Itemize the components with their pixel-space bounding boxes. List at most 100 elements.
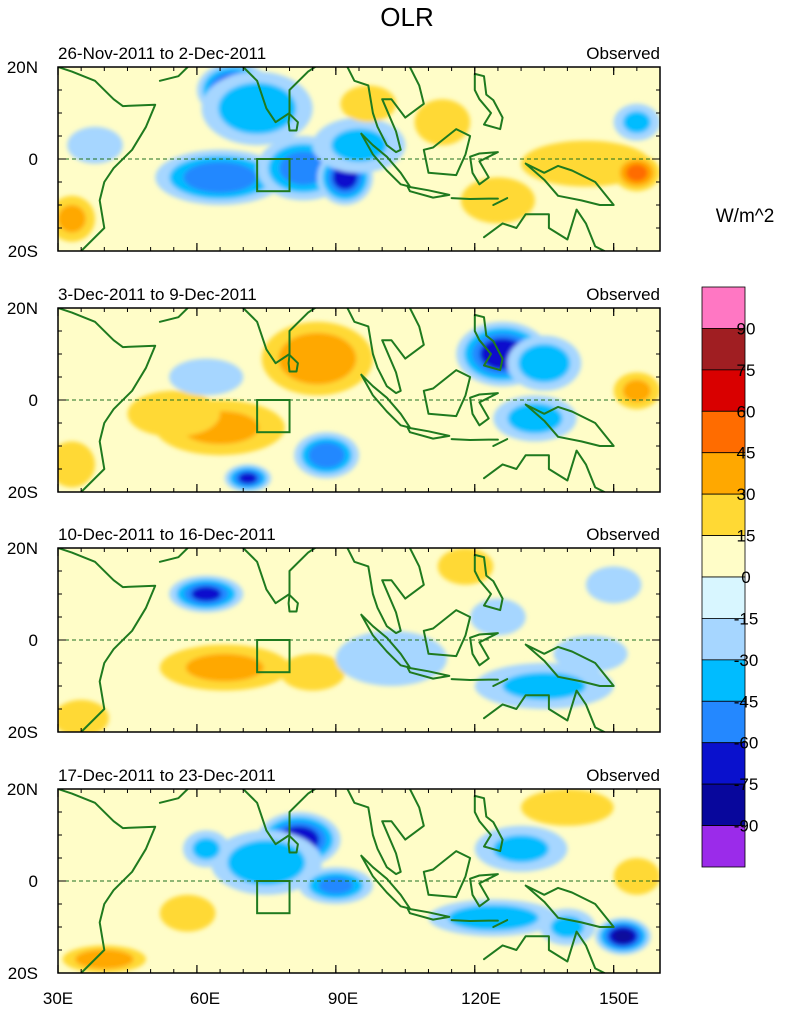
coastline [287, 112, 299, 132]
coastline [473, 794, 504, 853]
anomaly-contour [493, 835, 549, 863]
coastline [483, 208, 606, 251]
y-tick-label: 20S [8, 242, 38, 261]
coastline [346, 308, 425, 395]
y-tick-label: 0 [29, 150, 38, 169]
panel-observed-label: Observed [586, 44, 660, 63]
map-panel: 20N 0 20S 26-Nov-2011 to 2-Dec-2011 Observed [7, 44, 661, 261]
coastline [58, 789, 157, 973]
colorbar-swatch [701, 493, 746, 536]
anomaly-contour [192, 837, 221, 860]
colorbar-swatch [701, 410, 746, 454]
coastline [492, 678, 509, 687]
x-tick-label: 60E [190, 989, 220, 1008]
panel-observed-label: Observed [586, 525, 660, 544]
region-box [256, 158, 291, 193]
anomaly-contour [58, 441, 96, 488]
map-panel: 20N 0 20S 10-Dec-2011 to 16-Dec-2011 Observe… [7, 525, 661, 742]
y-tick-label: 20S [8, 964, 38, 983]
coastline [469, 151, 499, 186]
coastline [158, 548, 189, 563]
coastline [406, 185, 451, 199]
coastline [450, 438, 499, 441]
anomaly-contour [340, 85, 397, 123]
anomaly-contour [58, 205, 86, 233]
colorbar-swatch [701, 535, 746, 578]
colorbar-swatch [701, 700, 746, 744]
coastline [422, 128, 472, 177]
anomaly-contour [331, 128, 387, 162]
anomaly-contour [75, 949, 134, 969]
anomaly-contour [159, 894, 216, 932]
colorbar-label: 15 [737, 527, 756, 546]
region-box [256, 880, 291, 915]
colorbar-swatch [701, 576, 746, 619]
map-panel: 20N 0 20S 3-Dec-2011 to 9-Dec-2011 Observed [7, 285, 661, 502]
coastline [346, 67, 425, 154]
anomaly-contour [553, 635, 628, 673]
coastline [492, 197, 509, 206]
y-tick-label: 20N [7, 58, 38, 77]
colorbar-swatch [701, 825, 746, 868]
y-tick-label: 20N [7, 539, 38, 558]
coastline [287, 353, 299, 373]
anomaly-contour [622, 111, 651, 134]
coastline [473, 72, 504, 131]
colorbar-label: 30 [737, 485, 756, 504]
y-tick-label: 20S [8, 723, 38, 742]
coastline [158, 789, 189, 804]
colorbar-swatch [701, 742, 746, 785]
x-tick-label: 90E [328, 989, 358, 1008]
figure-title: OLR [380, 2, 433, 32]
coastline [158, 308, 189, 323]
coastline [346, 548, 425, 635]
colorbar-label: 90 [737, 319, 756, 338]
colorbar-swatch [701, 452, 746, 495]
anomaly-contour [218, 82, 297, 135]
coastline [406, 907, 451, 921]
colorbar-swatch [701, 618, 746, 661]
coastlines [58, 548, 615, 732]
anomaly-contour [460, 177, 535, 224]
region-box [256, 399, 291, 434]
colorbar-label: 75 [737, 361, 756, 380]
colorbar-label: -90 [734, 817, 759, 836]
y-tick-label: 0 [29, 872, 38, 891]
coastline [450, 678, 499, 681]
coastline [473, 553, 504, 612]
anomaly-contour [127, 390, 221, 437]
anomaly-contour [613, 858, 660, 895]
coastline [58, 67, 157, 251]
anomaly-contour [518, 343, 571, 383]
anomaly-contour [191, 586, 222, 602]
coastline [406, 426, 451, 440]
coastline [450, 197, 499, 200]
colorbar-swatch [701, 369, 746, 412]
y-tick-label: 20N [7, 780, 38, 799]
anomaly-contour [414, 99, 471, 146]
anomaly-contour [308, 442, 345, 469]
anomaly-contour [278, 332, 357, 385]
coastline [422, 609, 472, 658]
coastlines [58, 789, 615, 973]
coastline [469, 632, 499, 667]
coastline [492, 919, 509, 928]
coastline [483, 689, 606, 732]
colorbar-label: -75 [734, 775, 759, 794]
colorbar-label: -60 [734, 734, 759, 753]
anomaly-contour [612, 929, 633, 943]
anomaly-contour [626, 164, 648, 182]
coastlines [58, 67, 615, 251]
anomaly-contour [183, 161, 257, 193]
colorbar-label: -30 [734, 651, 759, 670]
x-tick-label: 30E [43, 989, 73, 1008]
colorbar-label: -15 [734, 609, 759, 628]
coastline [524, 884, 615, 928]
x-tick-label: 150E [599, 989, 639, 1008]
colorbar-label: 45 [737, 444, 756, 463]
panel-period: 26-Nov-2011 to 2-Dec-2011 [58, 44, 266, 63]
coastline [492, 438, 509, 447]
colorbar-swatch [701, 783, 746, 826]
coastline [287, 834, 299, 854]
